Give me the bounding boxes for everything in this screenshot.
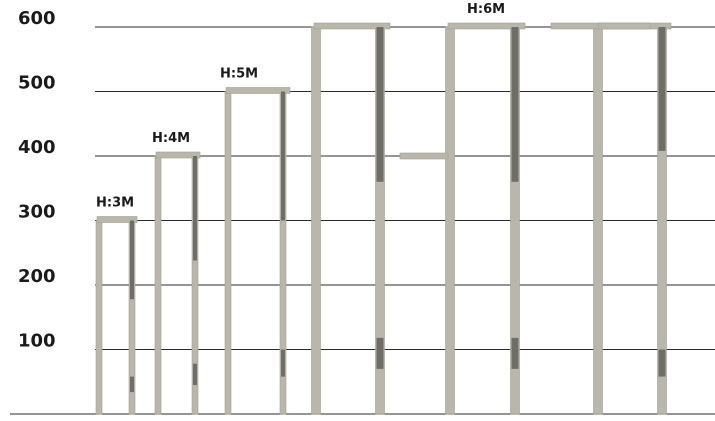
pole-5m-single-band-0	[281, 91, 285, 221]
pole-3m-single-band-0	[130, 220, 134, 300]
pole-6m-double-arm-band-1	[511, 337, 519, 369]
pole-6m-single-band-1	[376, 337, 384, 369]
pole-3m-single	[95, 216, 138, 415]
pole-6m-twin-band-1	[658, 349, 666, 377]
pole-5m-single-left-mast	[224, 91, 232, 415]
pole-6m-double-arm	[399, 22, 526, 415]
pole-6m-double-arm-lower-arm	[399, 152, 449, 160]
pole-5m-single-top-arm	[225, 87, 291, 94]
pole-4m-single-top-arm	[155, 151, 201, 159]
y-tick-label-500: 500	[18, 73, 56, 94]
height-label-400: H:4M	[152, 131, 190, 146]
pole-6m-twin	[550, 22, 672, 415]
poles	[95, 22, 672, 415]
y-tick-label-400: 400	[18, 137, 56, 158]
height-label-500: H:5M	[220, 67, 258, 82]
y-tick-label-100: 100	[18, 331, 56, 352]
pole-3m-single-band-1	[130, 376, 134, 393]
pole-3m-single-left-mast	[95, 220, 103, 415]
height-label-600: H:6M	[467, 2, 505, 17]
pole-6m-single	[311, 22, 391, 415]
pole-6m-double-arm-left-mast	[445, 26, 455, 415]
pole-6m-twin-right-arm	[597, 22, 651, 30]
pole-4m-single-band-0	[193, 156, 197, 261]
y-tick-label-300: 300	[18, 202, 56, 223]
pole-5m-single-band-1	[281, 349, 285, 377]
pole-3m-single-top-arm	[96, 216, 138, 223]
height-labels: H:3M H:4M H:5M H:6M	[96, 2, 505, 211]
pole-6m-single-band-0	[376, 27, 384, 182]
pole-4m-single-left-mast	[154, 155, 162, 415]
pole-4m-single	[154, 151, 201, 415]
height-label-300: H:3M	[96, 196, 134, 211]
pole-5m-single	[224, 87, 291, 415]
y-tick-label-200: 200	[18, 266, 56, 287]
pole-6m-single-left-mast	[311, 26, 321, 415]
pole-6m-single-top-arm	[313, 22, 391, 30]
pole-6m-twin-left-mast	[593, 26, 603, 415]
pole-6m-double-arm-top-arm	[447, 22, 526, 30]
y-tick-label-600: 600	[18, 8, 56, 29]
pole-6m-double-arm-band-0	[511, 27, 519, 182]
pole-4m-single-band-1	[193, 363, 197, 385]
y-axis-tick-labels: 100 200 300 400 500 600	[18, 8, 56, 352]
pole-6m-twin-band-0	[658, 27, 666, 151]
